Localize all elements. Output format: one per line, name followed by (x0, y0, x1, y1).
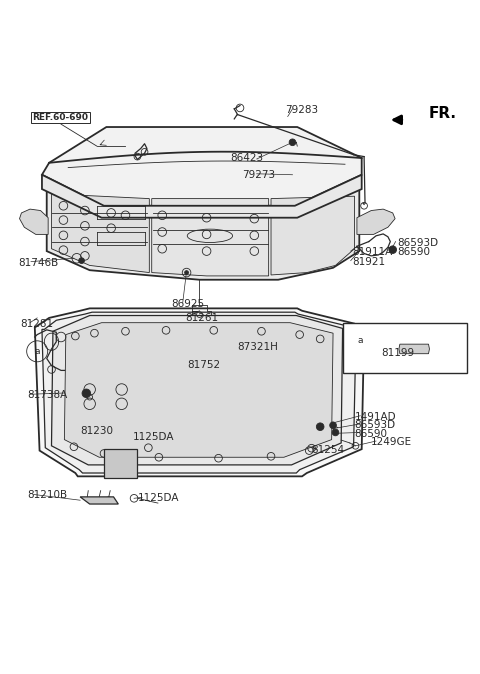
Text: 81281: 81281 (21, 319, 54, 329)
Text: REF.60-690: REF.60-690 (33, 113, 88, 122)
Polygon shape (357, 209, 395, 235)
Polygon shape (64, 323, 333, 457)
Text: 81738A: 81738A (28, 390, 68, 400)
Polygon shape (42, 127, 362, 206)
Polygon shape (271, 196, 355, 275)
Text: 86423: 86423 (230, 153, 264, 163)
Text: 86590: 86590 (355, 429, 387, 439)
Polygon shape (51, 194, 149, 272)
Text: 1125DA: 1125DA (137, 493, 179, 503)
Polygon shape (399, 344, 430, 354)
Text: D.L: D.L (221, 426, 230, 431)
Text: 1491AD: 1491AD (355, 412, 396, 422)
Polygon shape (152, 199, 269, 276)
Circle shape (82, 389, 91, 398)
Text: a: a (358, 336, 363, 345)
Text: a: a (35, 347, 40, 356)
Polygon shape (51, 315, 343, 465)
Circle shape (420, 355, 423, 359)
Polygon shape (20, 209, 48, 235)
Text: FR.: FR. (429, 106, 456, 121)
Circle shape (389, 246, 396, 253)
Text: 81230: 81230 (80, 427, 113, 437)
Text: 81254: 81254 (312, 445, 345, 455)
FancyBboxPatch shape (343, 323, 467, 373)
Text: 81911A: 81911A (352, 247, 392, 257)
Polygon shape (42, 175, 362, 218)
Circle shape (332, 429, 339, 436)
Circle shape (405, 355, 409, 359)
Circle shape (185, 271, 189, 274)
Text: 81210B: 81210B (28, 491, 68, 500)
Circle shape (79, 257, 84, 264)
Text: 81921: 81921 (352, 257, 385, 267)
Text: 79273: 79273 (242, 170, 276, 180)
Polygon shape (42, 312, 356, 473)
Text: 81746B: 81746B (18, 257, 59, 268)
Text: 81261: 81261 (185, 313, 218, 323)
Polygon shape (104, 449, 137, 478)
Text: 87321H: 87321H (238, 342, 278, 352)
Text: 1125DA: 1125DA (132, 432, 174, 442)
Circle shape (330, 422, 336, 429)
Polygon shape (47, 189, 360, 280)
Text: 81199: 81199 (381, 348, 414, 358)
Text: 79283: 79283 (285, 105, 318, 115)
Text: 1249GE: 1249GE (371, 437, 412, 448)
Text: 86925: 86925 (171, 299, 204, 309)
Polygon shape (80, 497, 118, 504)
Text: 81752: 81752 (188, 360, 221, 369)
Text: 86593D: 86593D (355, 421, 396, 430)
Circle shape (316, 423, 324, 431)
Polygon shape (35, 309, 364, 477)
Circle shape (289, 139, 296, 146)
Text: 86590: 86590 (397, 247, 431, 257)
Text: 86593D: 86593D (397, 237, 439, 247)
